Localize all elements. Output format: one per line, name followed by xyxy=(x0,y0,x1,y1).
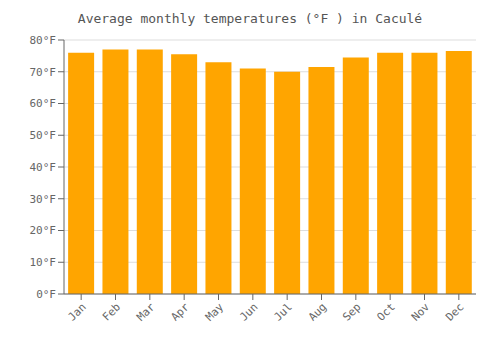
svg-text:40°F: 40°F xyxy=(30,161,57,174)
svg-text:May: May xyxy=(203,300,227,324)
svg-text:Oct: Oct xyxy=(375,300,398,323)
svg-text:20°F: 20°F xyxy=(30,224,57,237)
svg-text:Nov: Nov xyxy=(409,300,433,324)
html-text:Average monthly temperatures (: Average monthly temperatures (°F ) in Ca… xyxy=(77,11,423,26)
svg-text:50°F: 50°F xyxy=(30,129,57,142)
svg-text:Feb: Feb xyxy=(100,300,123,323)
svg-text:Aug: Aug xyxy=(306,300,329,323)
svg-text:10°F: 10°F xyxy=(30,256,57,269)
svg-text:30°F: 30°F xyxy=(30,193,57,206)
svg-text:Jul: Jul xyxy=(272,300,295,323)
svg-text:80°F: 80°F xyxy=(30,34,57,47)
svg-text:70°F: 70°F xyxy=(30,66,57,79)
svg-text:Dec: Dec xyxy=(443,300,466,323)
svg-text:Jan: Jan xyxy=(66,300,89,323)
svg-text:Apr: Apr xyxy=(169,300,193,324)
svg-text:Sep: Sep xyxy=(340,300,363,323)
svg-text:Mar: Mar xyxy=(134,300,158,324)
svg-text:Jun: Jun xyxy=(237,300,260,323)
svg-text:0°F: 0°F xyxy=(36,288,56,301)
svg-text:60°F: 60°F xyxy=(30,97,57,110)
